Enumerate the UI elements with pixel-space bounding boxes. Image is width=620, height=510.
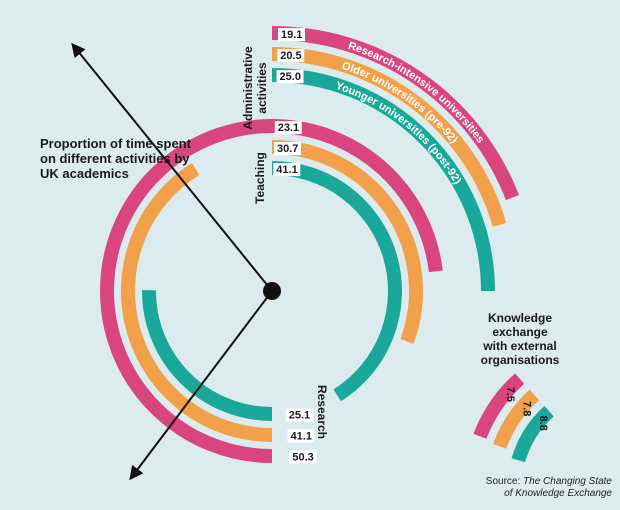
value-ke-3: 8.8: [537, 415, 549, 430]
value-teaching-1: 23.1: [278, 122, 299, 134]
source-note: Source: The Changing State of Knowledge …: [486, 476, 612, 500]
activity-label-admin: Administrativeactivities: [241, 46, 269, 130]
value-ke-2: 7.8: [520, 401, 532, 416]
value-research-1: 50.3: [292, 451, 313, 463]
value-ke-1: 7.5: [504, 387, 516, 402]
value-admin-2: 20.5: [280, 50, 301, 62]
value-teaching-3: 41.1: [276, 164, 297, 176]
value-research-3: 25.1: [289, 410, 310, 422]
center-dot: [263, 282, 281, 300]
value-teaching-2: 30.7: [277, 143, 298, 155]
value-admin-3: 25.0: [280, 71, 301, 83]
source-prefix: Source:: [486, 476, 523, 487]
activity-label-knowledge-exchange: Knowledge exchange with external organisati…: [481, 311, 560, 367]
activity-label-research: Research: [315, 385, 329, 439]
activity-label-teaching: Teaching: [253, 152, 267, 204]
value-research-2: 41.1: [291, 430, 312, 442]
chart-title: Proportion of time spent on different ac…: [40, 136, 210, 181]
source-title-line2: of Knowledge Exchange: [504, 488, 612, 499]
value-admin-1: 19.1: [281, 29, 302, 41]
source-title-line1: The Changing State: [523, 476, 612, 487]
